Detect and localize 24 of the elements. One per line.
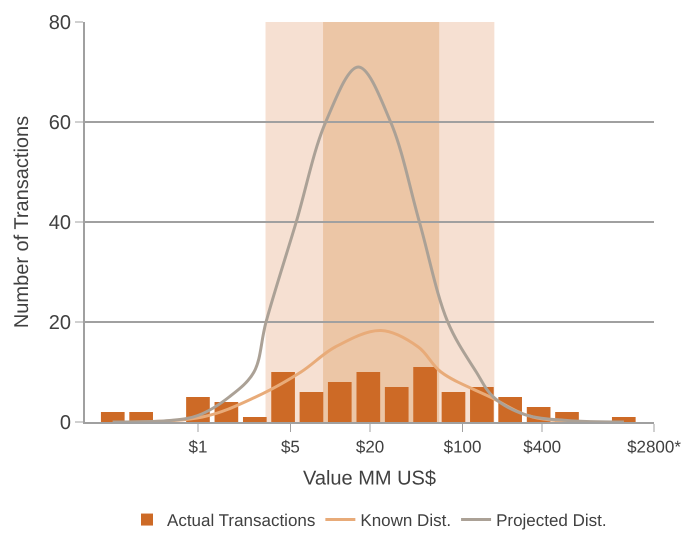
bar — [242, 417, 267, 422]
bar — [413, 367, 437, 422]
legend-label: Projected Dist. — [496, 511, 607, 530]
bar — [356, 372, 380, 422]
x-tick-label: $2800* — [627, 437, 682, 456]
x-axis-title: Value MM US$ — [302, 467, 436, 490]
y-axis-title: Number of Transactions — [10, 116, 33, 328]
legend-label: Actual Transactions — [167, 511, 316, 530]
bar — [271, 372, 295, 422]
y-tick-label: 0 — [60, 412, 71, 434]
y-tick-label: 80 — [48, 12, 71, 34]
bar — [384, 387, 409, 422]
y-tick-label: 60 — [48, 112, 71, 134]
x-tick-label: $100 — [444, 437, 482, 456]
bar — [442, 392, 466, 422]
bar — [328, 382, 352, 422]
bar — [300, 392, 324, 422]
x-tick-label: $5 — [280, 437, 300, 456]
y-tick-label: 40 — [48, 212, 71, 234]
x-tick-label: $400 — [523, 437, 562, 456]
y-tick-label: 20 — [48, 312, 71, 334]
x-tick-label: $20 — [356, 437, 384, 456]
x-tick-label: $1 — [188, 437, 208, 456]
legend-label: Known Dist. — [360, 511, 452, 530]
